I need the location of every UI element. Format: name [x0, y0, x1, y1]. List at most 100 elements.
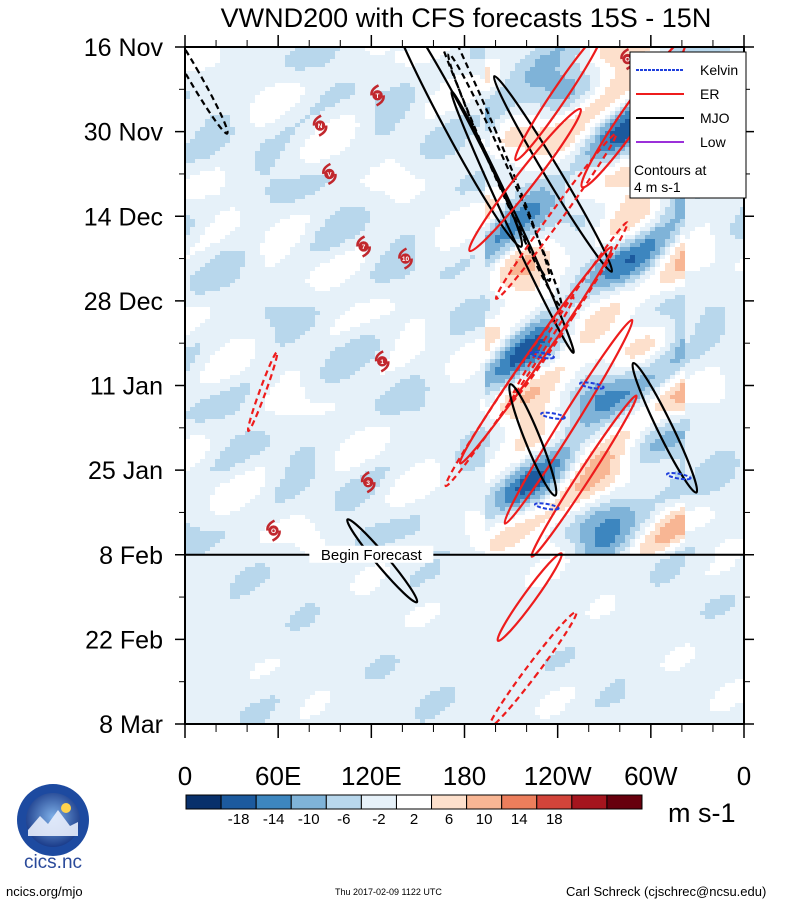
heat-cell — [405, 103, 410, 107]
heat-cell — [435, 151, 440, 155]
heat-cell — [590, 215, 595, 219]
heat-cell — [205, 271, 210, 275]
heat-cell — [230, 195, 235, 199]
heat-cell — [430, 139, 435, 143]
heat-cell — [215, 91, 220, 95]
heat-cell — [370, 155, 375, 159]
heat-cell — [220, 131, 225, 135]
heat-cell — [385, 119, 390, 123]
heat-cell — [560, 131, 565, 135]
heat-cell — [560, 167, 565, 171]
heat-cell — [220, 243, 225, 247]
heat-cell — [490, 223, 495, 227]
heat-cell — [535, 83, 540, 87]
heat-cell — [735, 207, 740, 211]
heat-cell — [485, 55, 490, 59]
heat-cell — [625, 255, 630, 259]
heat-cell — [660, 247, 665, 251]
heat-cell — [190, 135, 195, 139]
heat-cell — [730, 199, 735, 203]
heat-cell — [615, 71, 620, 75]
heat-cell — [570, 267, 575, 271]
heat-cell — [510, 131, 515, 135]
heat-cell — [205, 247, 210, 251]
heat-cell — [210, 123, 215, 127]
heat-cell — [235, 151, 240, 155]
heat-cell — [300, 203, 305, 207]
heat-cell — [605, 175, 610, 179]
heat-cell — [235, 255, 240, 259]
heat-cell — [365, 87, 370, 91]
heat-cell — [215, 211, 220, 215]
heat-cell — [485, 207, 490, 211]
heat-cell — [240, 71, 245, 75]
heat-cell — [380, 211, 385, 215]
heat-cell — [630, 259, 635, 263]
heat-cell — [380, 207, 385, 211]
heat-cell — [510, 71, 515, 75]
heat-cell — [295, 195, 300, 199]
heat-cell — [360, 59, 365, 63]
heat-cell — [440, 259, 445, 263]
heat-cell — [580, 75, 585, 79]
heat-cell — [420, 255, 425, 259]
heat-cell — [605, 251, 610, 255]
heat-cell — [340, 59, 345, 63]
heat-cell — [300, 135, 305, 139]
heat-cell — [620, 179, 625, 183]
heat-cell — [235, 259, 240, 263]
heat-cell — [740, 47, 744, 51]
heat-cell — [530, 171, 535, 175]
heat-cell — [510, 55, 515, 59]
heat-cell — [610, 59, 615, 63]
heat-cell — [275, 47, 280, 51]
heat-cell — [315, 251, 320, 255]
heat-cell — [230, 91, 235, 95]
heat-cell — [270, 135, 275, 139]
heat-cell — [645, 47, 650, 51]
heat-cell — [405, 247, 410, 251]
heat-cell — [245, 87, 250, 91]
heat-cell — [320, 163, 325, 167]
heat-cell — [520, 143, 525, 147]
heat-cell — [605, 119, 610, 123]
heat-cell — [610, 259, 615, 263]
heat-cell — [485, 171, 490, 175]
heat-cell — [450, 75, 455, 79]
heat-cell — [655, 235, 660, 239]
heat-cell — [500, 251, 505, 255]
heat-cell — [515, 79, 520, 83]
heat-cell — [215, 143, 220, 147]
heat-cell — [620, 183, 625, 187]
heat-cell — [235, 271, 240, 275]
heat-cell — [385, 151, 390, 155]
heat-cell — [385, 211, 390, 215]
heat-cell — [670, 223, 675, 227]
heat-cell — [220, 167, 225, 171]
heat-cell — [575, 63, 580, 67]
heat-cell — [185, 95, 190, 99]
heat-cell — [585, 231, 590, 235]
heat-cell — [475, 147, 480, 151]
heat-cell — [250, 175, 255, 179]
heat-cell — [225, 191, 230, 195]
heat-cell — [185, 239, 190, 243]
heat-cell — [285, 159, 290, 163]
heat-cell — [550, 55, 555, 59]
heat-cell — [620, 155, 625, 159]
heat-cell — [390, 111, 395, 115]
heat-cell — [550, 207, 555, 211]
heat-cell — [725, 223, 730, 227]
heat-cell — [365, 111, 370, 115]
heat-cell — [535, 227, 540, 231]
heat-cell — [625, 175, 630, 179]
heat-cell — [530, 199, 535, 203]
heat-cell — [435, 59, 440, 63]
heat-cell — [430, 75, 435, 79]
heat-cell — [225, 111, 230, 115]
heat-cell — [290, 175, 295, 179]
heat-cell — [235, 187, 240, 191]
heat-cell — [575, 175, 580, 179]
heat-cell — [250, 63, 255, 67]
heat-cell — [560, 123, 565, 127]
